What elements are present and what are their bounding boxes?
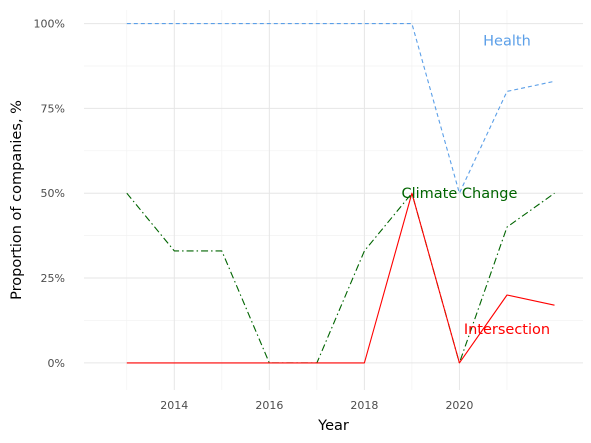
series-label-health: Health (483, 34, 531, 50)
series-label-climate-change: Climate Change (401, 186, 517, 202)
series-line-climate-change (126, 192, 555, 364)
minor-gridlines (84, 10, 583, 390)
x-tick-label: 2018 (350, 399, 378, 412)
x-tick-label: 2014 (160, 399, 188, 412)
x-axis-ticks: 2014 2016 2018 2020 (160, 399, 473, 412)
y-tick-label: 50% (41, 187, 65, 200)
x-tick-label: 2016 (255, 399, 283, 412)
x-axis-title: Year (317, 418, 349, 434)
series-line-health (126, 23, 555, 194)
series-line-intersection (126, 192, 555, 364)
series-label-intersection: Intersection (464, 322, 550, 338)
series-lines (126, 23, 555, 364)
plot-panel: Health Climate Change Intersection (84, 10, 583, 390)
y-tick-label: 75% (41, 102, 65, 115)
y-tick-label: 25% (41, 272, 65, 285)
y-axis-ticks: 0% 25% 50% 75% 100% (34, 18, 65, 370)
y-tick-label: 100% (34, 18, 65, 31)
y-axis-title: Proportion of companies, % (9, 100, 25, 300)
y-tick-label: 0% (48, 357, 65, 370)
x-tick-label: 2020 (445, 399, 473, 412)
series-annotations: Health Climate Change Intersection (401, 34, 550, 338)
